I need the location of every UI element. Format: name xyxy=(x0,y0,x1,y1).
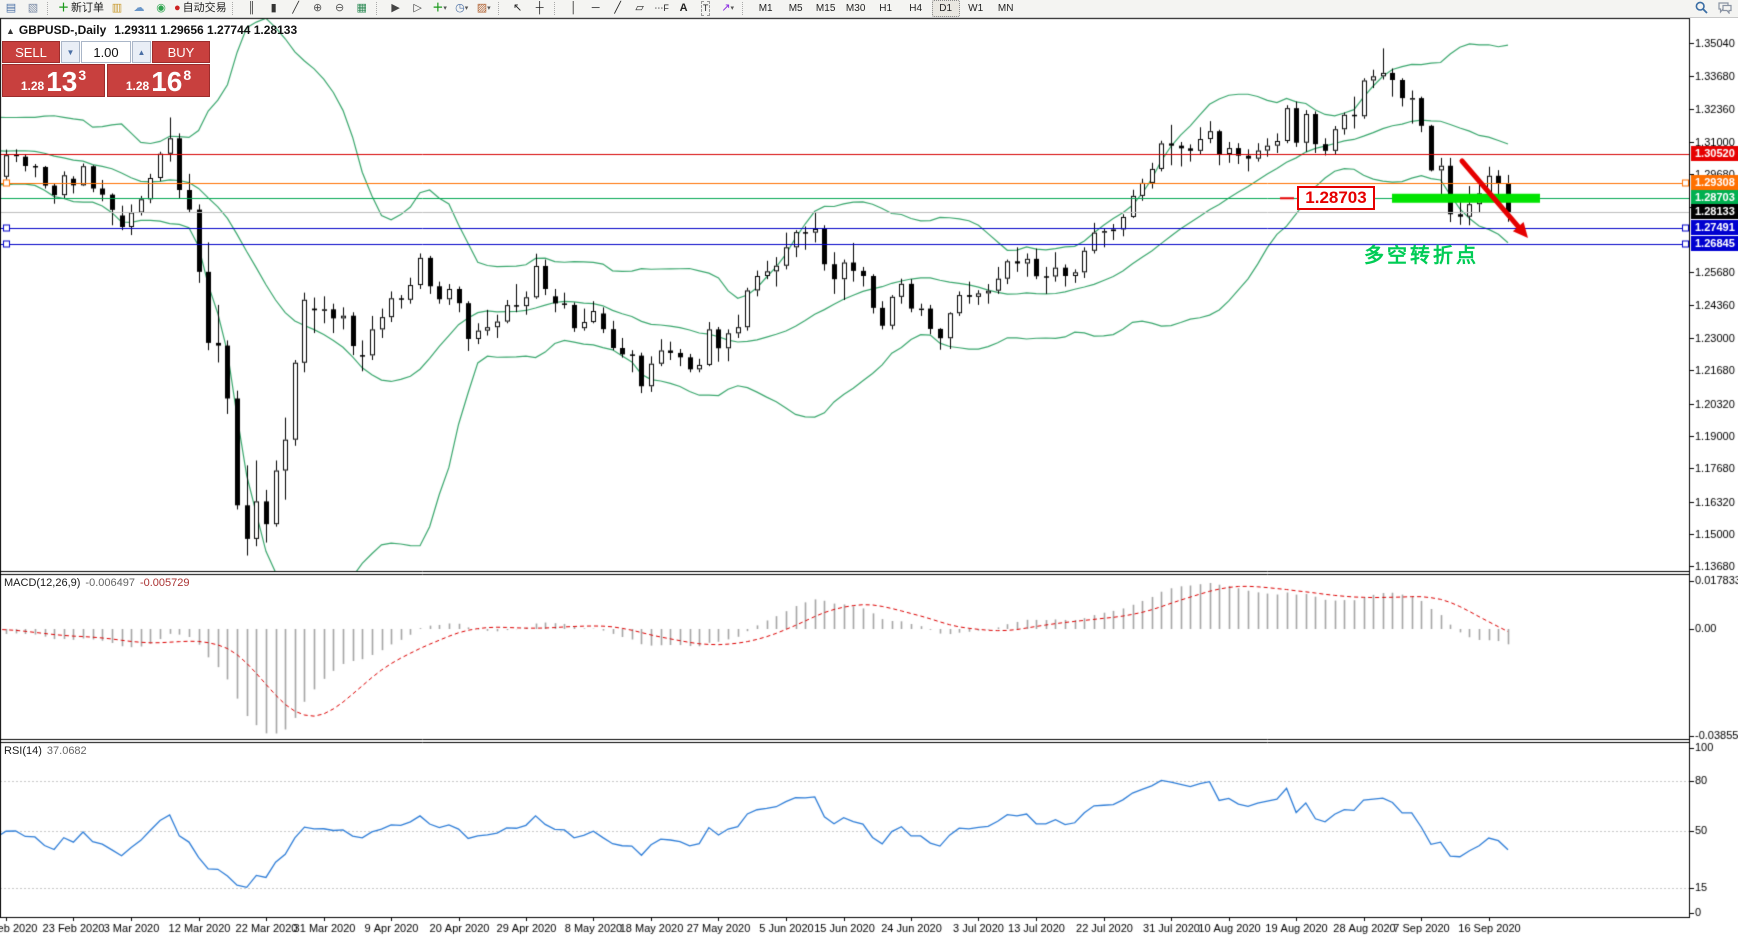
chart-profile-icon[interactable]: ▧ xyxy=(27,2,39,14)
periods-icon[interactable]: ◷ ▾ xyxy=(455,2,469,14)
add-indicator-icon[interactable]: ＋ ▾ xyxy=(432,2,447,14)
cloud-icon[interactable]: ☁ xyxy=(133,2,145,14)
buy-price-pip: 8 xyxy=(183,67,192,83)
macd-signal-value: -0.005729 xyxy=(139,577,190,589)
toolbar-separator xyxy=(497,2,504,15)
sell-button[interactable]: SELL xyxy=(2,41,60,63)
rsi-value: 37.0682 xyxy=(46,745,87,757)
toolbar-separator xyxy=(375,2,382,15)
cursor-icon[interactable]: ↖ xyxy=(513,2,523,14)
toolbar-separator xyxy=(231,2,238,15)
fibonacci-icon[interactable]: ⋯F xyxy=(654,3,669,13)
zoom-out-icon[interactable]: ⊖ xyxy=(335,2,345,14)
volume-down-button[interactable]: ▼ xyxy=(61,41,80,63)
search-icon[interactable] xyxy=(1695,1,1708,14)
channel-icon[interactable]: ▱ xyxy=(635,2,644,14)
collapse-panel-icon[interactable]: ▲ xyxy=(6,26,15,36)
volume-input[interactable]: 1.00 xyxy=(81,41,131,63)
macd-indicator-label: MACD(12,26,9) -0.006497 -0.005729 xyxy=(4,577,190,589)
autotrading-button[interactable]: ● 自动交易 xyxy=(174,2,227,14)
timeframe-button-d1[interactable]: D1 xyxy=(931,0,960,17)
templates-icon[interactable]: ▨ ▾ xyxy=(476,2,491,14)
sell-price-big: 13 xyxy=(46,66,78,97)
line-chart-mode-icon[interactable]: ╱ xyxy=(292,2,299,14)
timeframe-button-m15[interactable]: M15 xyxy=(815,3,836,14)
sell-price-prefix: 1.28 xyxy=(20,79,45,93)
toolbar-separator xyxy=(553,2,560,15)
market-icon[interactable]: ▥ xyxy=(111,2,123,14)
symbol-title: GBPUSD-,Daily xyxy=(18,23,107,37)
text-label-icon[interactable]: T xyxy=(696,0,716,17)
new-chart-icon[interactable]: ▤ xyxy=(5,2,17,14)
new-order-button[interactable]: ＋新订单 xyxy=(58,2,104,14)
timeframe-button-h4[interactable]: H4 xyxy=(909,3,923,14)
timeframe-toolbar: M1 M5 M15 M30 H1 H4 D1 W1 MN xyxy=(751,0,1021,17)
buy-price-big: 16 xyxy=(151,66,183,97)
bar-chart-mode-icon[interactable]: ║ xyxy=(247,2,256,14)
chart-shift-icon[interactable]: ▷ xyxy=(413,2,422,14)
buy-price-prefix: 1.28 xyxy=(125,79,150,93)
buy-price-button[interactable]: 1.28 16 8 xyxy=(107,64,210,97)
rsi-indicator-label: RSI(14) 37.0682 xyxy=(4,745,87,757)
tile-windows-icon[interactable]: ▦ xyxy=(356,2,367,14)
timeframe-button-m30[interactable]: M30 xyxy=(845,3,866,14)
crosshair-icon[interactable]: ┼ xyxy=(535,2,544,14)
arrows-icon[interactable]: ↗ ▾ xyxy=(721,2,735,14)
ohlc-values: 1.29311 1.29656 1.27744 1.28133 xyxy=(114,23,298,37)
text-icon[interactable]: A xyxy=(679,2,688,14)
macd-value: -0.006497 xyxy=(85,577,135,589)
vertical-line-icon[interactable]: │ xyxy=(570,2,578,14)
auto-scroll-icon[interactable]: ▶ xyxy=(391,2,400,14)
timeframe-button-m1[interactable]: M1 xyxy=(758,3,773,14)
zoom-in-icon[interactable]: ⊕ xyxy=(313,2,323,14)
toolbar-separator xyxy=(741,2,748,15)
chat-icon[interactable] xyxy=(1718,1,1732,14)
sell-price-button[interactable]: 1.28 13 3 xyxy=(2,64,105,97)
timeframe-button-mn[interactable]: MN xyxy=(997,3,1014,14)
trendline-icon[interactable]: ╱ xyxy=(614,2,621,14)
turning-point-annotation[interactable]: 多空转折点 xyxy=(1364,245,1479,267)
one-click-trade-panel: SELL ▼ 1.00 ▲ BUY 1.28 13 3 1.28 16 8 xyxy=(2,41,210,97)
candle-chart-mode-icon[interactable]: ▮ xyxy=(270,2,277,14)
timeframe-button-m5[interactable]: M5 xyxy=(788,3,803,14)
macd-name: MACD(12,26,9) xyxy=(4,577,81,589)
timeframe-button-w1[interactable]: W1 xyxy=(968,3,984,14)
signals-icon[interactable]: ◉ xyxy=(156,2,166,14)
timeframe-button-h1[interactable]: H1 xyxy=(879,3,893,14)
chart-header: ▲ GBPUSD-,Daily 1.29311 1.29656 1.27744 1.… xyxy=(6,23,297,37)
toolbar-separator xyxy=(47,2,53,15)
main-toolbar: ▤ ▧ ＋新订单 ▥ ☁ ◉ ● 自动交易 ║ ▮ ╱ ⊕ ⊖ ▦ ▶ ▷ ＋ ▾ … xyxy=(0,0,1738,18)
horizontal-line-icon[interactable]: ─ xyxy=(591,2,600,14)
sell-price-pip: 3 xyxy=(78,67,87,83)
price-annotation-box[interactable]: 1.28703 xyxy=(1297,186,1375,210)
volume-up-button[interactable]: ▲ xyxy=(132,41,151,63)
buy-button[interactable]: BUY xyxy=(152,41,210,63)
rsi-name: RSI(14) xyxy=(4,745,42,757)
